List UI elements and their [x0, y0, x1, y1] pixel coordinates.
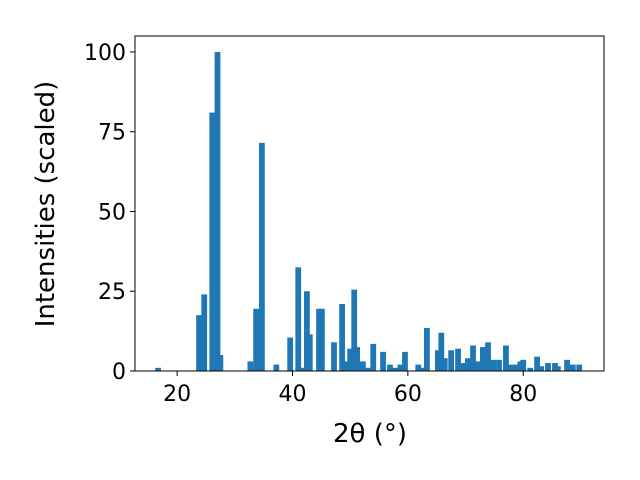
bar — [576, 364, 583, 371]
bar — [569, 364, 576, 371]
bar — [564, 359, 570, 371]
bar — [209, 112, 216, 372]
bar — [380, 351, 386, 371]
bar — [485, 342, 491, 371]
bar — [339, 304, 345, 371]
bar — [545, 363, 551, 371]
bar — [538, 366, 545, 371]
bar — [365, 367, 371, 371]
bar — [155, 367, 161, 371]
bar — [455, 348, 461, 371]
bar — [490, 359, 497, 371]
bar — [503, 345, 509, 371]
bar — [419, 367, 426, 371]
plot-frame — [134, 35, 605, 372]
bar — [214, 51, 221, 371]
bar — [273, 364, 280, 371]
x-tick-label: 20 — [163, 382, 191, 407]
bar — [351, 289, 358, 371]
bar — [470, 345, 476, 371]
bar — [527, 367, 534, 371]
bar — [253, 308, 260, 371]
bar — [460, 363, 467, 371]
bar — [343, 361, 350, 371]
bar — [304, 291, 310, 371]
bar — [508, 364, 515, 371]
bar — [247, 361, 254, 371]
x-axis-label: 2θ (°) — [333, 419, 407, 449]
bar — [441, 358, 448, 371]
bar — [397, 364, 404, 371]
bar — [306, 334, 313, 371]
bar — [287, 337, 294, 371]
bar — [196, 315, 202, 371]
bar — [496, 359, 502, 371]
bar — [513, 364, 520, 371]
bar — [479, 347, 486, 371]
y-tick-label: 50 — [98, 200, 126, 225]
y-tick-label: 0 — [112, 360, 126, 385]
bar — [319, 308, 325, 371]
bar — [299, 367, 306, 371]
x-tick-label: 40 — [278, 382, 306, 407]
y-axis-label: Intensities (scaled) — [31, 81, 61, 328]
bar — [259, 142, 265, 371]
bar — [554, 366, 561, 371]
bar — [448, 350, 455, 371]
bar — [370, 343, 377, 371]
bar — [295, 267, 302, 371]
bar — [354, 347, 360, 371]
bar — [424, 327, 430, 371]
y-tick-label: 25 — [98, 280, 126, 305]
bar — [438, 332, 445, 371]
bar — [359, 361, 366, 371]
bar — [402, 351, 408, 371]
y-tick-label: 75 — [98, 121, 126, 146]
bar — [347, 348, 354, 371]
bar — [415, 364, 422, 371]
bar — [217, 355, 224, 371]
bar — [474, 361, 480, 371]
bar — [201, 294, 208, 371]
bar — [520, 359, 527, 371]
bar — [534, 356, 540, 371]
x-tick-label: 60 — [394, 382, 422, 407]
bar — [331, 342, 337, 371]
x-tick-label: 80 — [509, 382, 537, 407]
bar — [387, 364, 393, 371]
y-tick-label: 100 — [84, 41, 126, 66]
bar — [392, 367, 399, 371]
bar — [464, 358, 471, 371]
bar — [434, 350, 441, 371]
